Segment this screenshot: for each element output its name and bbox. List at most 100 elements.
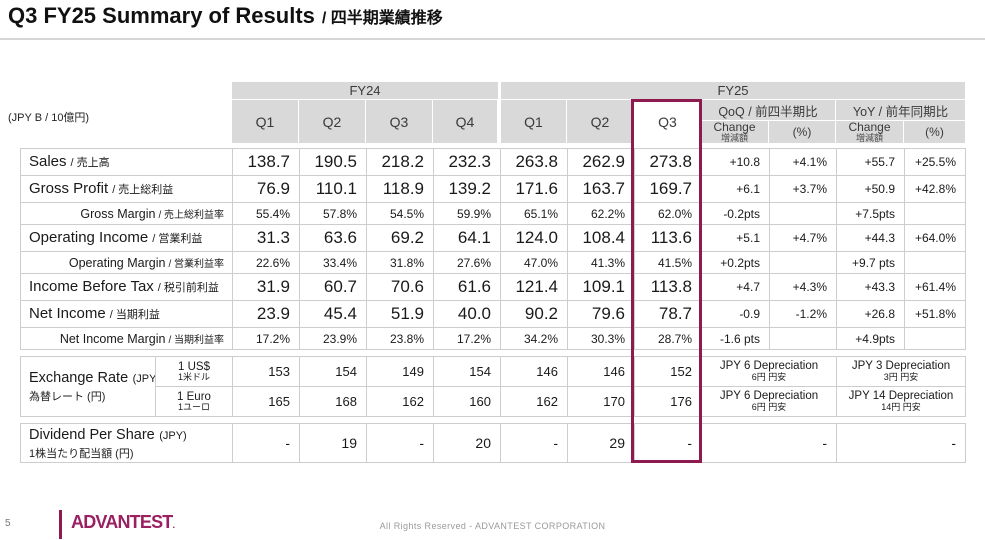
- table-cell: 168: [299, 386, 367, 417]
- table-cell: +4.3%: [769, 273, 837, 301]
- advantest-logo-text: ADVANTEST: [71, 512, 173, 532]
- table-cell: [769, 202, 837, 225]
- table-cell: 139.2: [433, 175, 501, 203]
- table-cell: -: [500, 423, 568, 463]
- table-cell: 118.9: [366, 175, 434, 203]
- table-cell: 64.1: [433, 224, 501, 252]
- table-cell: 262.9: [567, 148, 635, 176]
- table-cell: [904, 327, 966, 350]
- qoq-change-header-en: Change: [713, 119, 756, 134]
- exchange-row-usd: Exchange Rate (JPY) 為替レート (円) 1 US$1米ドル …: [20, 356, 966, 417]
- table-cell: -1.2%: [769, 300, 837, 328]
- row-label-operating-income: Operating Income / 営業利益: [20, 224, 233, 252]
- table-row-dividend: Dividend Per Share (JPY) 1株当たり配当額 (円) - …: [20, 423, 966, 463]
- table-cell: 165: [232, 386, 300, 417]
- row-label-net-income-margin: Net Income Margin / 当期利益率: [20, 327, 233, 350]
- qoq-depreciation-note: JPY 6 Depreciation 6円 円安: [701, 356, 837, 387]
- row-label-en: Gross Margin: [80, 206, 156, 221]
- note-en: JPY 3 Depreciation: [851, 360, 951, 373]
- row-label-en: Net Income: [29, 305, 106, 322]
- table-cell: 61.6: [433, 273, 501, 301]
- table-cell: +4.7%: [769, 224, 837, 252]
- table-cell: 76.9: [232, 175, 300, 203]
- table-cell: 171.6: [500, 175, 568, 203]
- table-cell: [769, 251, 837, 274]
- col-header-fy24-q4: Q4: [433, 100, 497, 143]
- table-cell: 57.8%: [299, 202, 367, 225]
- table-cell: +55.7: [836, 148, 905, 176]
- col-header-fy25-q3: Q3: [634, 100, 701, 143]
- note-ja: 3円 円安: [883, 371, 919, 382]
- exchange-rate-label: Exchange Rate (JPY) 為替レート (円): [20, 356, 156, 417]
- table-cell: [904, 202, 966, 225]
- exchange-rate-label-unit: (JPY): [132, 373, 155, 385]
- row-label-en: Sales: [29, 153, 67, 170]
- table-cell: -: [366, 423, 434, 463]
- table-cell: 63.6: [299, 224, 367, 252]
- table-cell: +4.9pts: [836, 327, 905, 350]
- table-cell: 23.8%: [366, 327, 434, 350]
- row-label-ja: / 税引前利益: [157, 282, 219, 294]
- results-table-area: FY24 FY25 Q1 Q2 Q3 Q4 Q1 Q2 Q3 QoQ / 前四半…: [20, 82, 966, 494]
- qoq-group-header: QoQ / 前四半期比: [701, 100, 835, 120]
- table-cell: 65.1%: [500, 202, 568, 225]
- copyright-text: All Rights Reserved - ADVANTEST CORPORAT…: [379, 521, 606, 531]
- table-cell: 55.4%: [232, 202, 300, 225]
- table-cell: 160: [433, 386, 501, 417]
- yoy-pct-header: (%): [904, 121, 965, 143]
- table-cell: +42.8%: [904, 175, 966, 203]
- exchange-rate-label-en: Exchange Rate: [29, 370, 129, 386]
- table-cell: +50.9: [836, 175, 905, 203]
- table-cell: -0.9: [701, 300, 770, 328]
- results-table: Sales / 売上高 138.7 190.5 218.2 232.3 263.8…: [20, 148, 966, 350]
- table-cell: 17.2%: [232, 327, 300, 350]
- table-cell: +9.7 pts: [836, 251, 905, 274]
- row-label-en: Operating Margin: [68, 255, 166, 270]
- col-header-fy24-q1: Q1: [232, 100, 298, 143]
- table-cell: 170: [567, 386, 635, 417]
- table-cell: 62.2%: [567, 202, 635, 225]
- qoq-pct-header-label: (%): [792, 124, 812, 139]
- table-cell: -: [836, 423, 966, 463]
- table-cell: 23.9%: [299, 327, 367, 350]
- table-cell: 19: [299, 423, 367, 463]
- table-cell: 113.8: [634, 273, 702, 301]
- row-label-en: Gross Profit: [29, 180, 109, 197]
- table-cell: 69.2: [366, 224, 434, 252]
- row-label-ja: / 売上総利益: [112, 184, 174, 196]
- table-cell: 28.7%: [634, 327, 702, 350]
- table-row-gross-margin: Gross Margin / 売上総利益率 55.4% 57.8% 54.5% 5…: [20, 202, 966, 225]
- table-cell: 29: [567, 423, 635, 463]
- row-label-ja: / 当期利益: [109, 309, 160, 321]
- table-row-gross-profit: Gross Profit / 売上総利益 76.9 110.1 118.9 139…: [20, 175, 966, 203]
- page-title-en: Q3 FY25 Summary of Results: [8, 3, 315, 28]
- table-cell: +10.8: [701, 148, 770, 176]
- dividend-label: Dividend Per Share (JPY) 1株当たり配当額 (円): [20, 423, 233, 463]
- table-cell: 108.4: [567, 224, 635, 252]
- note-en: JPY 6 Depreciation: [719, 360, 819, 373]
- table-cell: 218.2: [366, 148, 434, 176]
- table-cell: 51.9: [366, 300, 434, 328]
- yoy-change-header-en: Change: [848, 119, 891, 134]
- row-label-ja: / 営業利益率: [168, 258, 224, 270]
- table-cell: 31.3: [232, 224, 300, 252]
- table-cell: 146: [500, 356, 568, 387]
- fy24-group-header: FY24: [232, 82, 498, 99]
- advantest-logo: ADVANTEST.: [71, 512, 175, 533]
- table-cell: 153: [232, 356, 300, 387]
- row-label-operating-margin: Operating Margin / 営業利益率: [20, 251, 233, 274]
- table-cell: +51.8%: [904, 300, 966, 328]
- col-header-fy24-q3: Q3: [366, 100, 432, 143]
- row-label-gross-margin: Gross Margin / 売上総利益率: [20, 202, 233, 225]
- table-cell: +4.7: [701, 273, 770, 301]
- table-row-operating-income: Operating Income / 営業利益 31.3 63.6 69.2 64…: [20, 224, 966, 252]
- footer-divider-bar: [59, 510, 62, 539]
- row-label-ja: / 売上高: [70, 157, 110, 169]
- table-cell: 79.6: [567, 300, 635, 328]
- table-cell: 40.0: [433, 300, 501, 328]
- exchange-row-euro: 1 Euro 1ユーロ 165 168 162 160 162 170 176 J…: [21, 386, 966, 417]
- currency-label-euro: 1 Euro 1ユーロ: [155, 386, 233, 417]
- table-cell: 162: [500, 386, 568, 417]
- dividend-label-ja: 1株当たり配当額 (円): [29, 447, 134, 460]
- table-cell: [904, 251, 966, 274]
